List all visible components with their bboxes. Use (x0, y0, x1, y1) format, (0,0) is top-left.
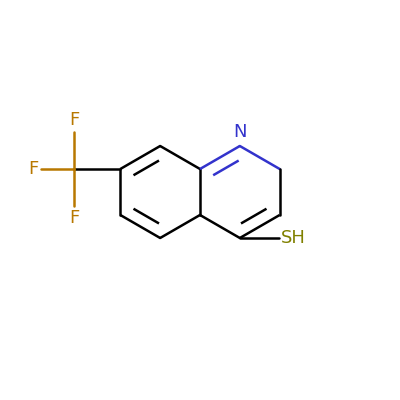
Text: F: F (69, 111, 80, 129)
Text: F: F (69, 209, 80, 227)
Text: SH: SH (281, 229, 306, 247)
Text: N: N (233, 123, 246, 141)
Text: F: F (28, 160, 38, 178)
